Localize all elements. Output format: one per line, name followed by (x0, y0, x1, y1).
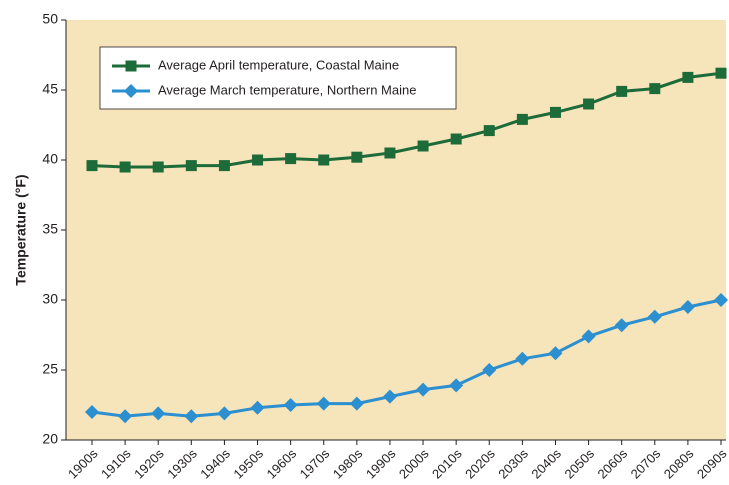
y-tick-label: 35 (42, 221, 58, 237)
marker (252, 154, 264, 166)
x-tick-label: 1950s (230, 446, 266, 482)
marker (125, 60, 137, 72)
marker (218, 160, 230, 172)
marker (581, 329, 596, 344)
marker (382, 389, 397, 404)
x-tick-label: 2040s (528, 446, 564, 482)
marker (250, 400, 265, 415)
marker (283, 398, 298, 412)
marker (185, 160, 197, 172)
marker (416, 382, 431, 397)
marker (351, 151, 363, 163)
marker (449, 378, 464, 393)
marker (318, 154, 330, 166)
marker (417, 140, 429, 152)
x-tick-label: 2080s (661, 446, 697, 482)
marker (549, 106, 561, 118)
marker (483, 125, 495, 137)
x-tick-label: 1980s (330, 446, 366, 482)
y-tick-label: 40 (42, 151, 58, 167)
marker (614, 318, 629, 333)
x-tick-label: 1960s (264, 446, 300, 482)
marker (285, 153, 297, 165)
marker (86, 160, 98, 172)
x-tick-label: 2070s (628, 446, 664, 482)
marker (714, 293, 728, 307)
y-tick-label: 45 (42, 81, 58, 97)
marker (649, 83, 661, 95)
x-tick-label: 1990s (363, 446, 399, 482)
marker (124, 84, 138, 98)
marker (119, 161, 131, 173)
marker (450, 133, 462, 145)
marker (384, 147, 396, 159)
marker (616, 85, 628, 97)
y-tick-label: 20 (42, 431, 58, 447)
x-tick-label: 2030s (495, 446, 531, 482)
x-tick-label: 1910s (98, 446, 134, 482)
marker (583, 98, 595, 110)
marker (515, 351, 530, 366)
marker (647, 309, 662, 324)
x-tick-label: 2060s (595, 446, 631, 482)
y-tick-label: 25 (42, 361, 58, 377)
marker (151, 406, 166, 421)
y-tick-label: 50 (42, 11, 58, 27)
x-tick-label: 2020s (462, 446, 498, 482)
x-tick-label: 1900s (65, 446, 101, 482)
marker (516, 113, 528, 125)
marker (682, 71, 694, 83)
y-axis-label: Temperature (°F) (13, 174, 29, 285)
x-tick-label: 1920s (131, 446, 167, 482)
marker (349, 396, 364, 411)
x-tick-label: 2000s (396, 446, 432, 482)
x-tick-label: 2010s (429, 446, 465, 482)
series-line (91, 71, 722, 169)
marker (118, 409, 133, 424)
marker (85, 405, 99, 419)
marker (152, 161, 164, 173)
marker (184, 409, 199, 424)
marker (548, 346, 563, 361)
x-tick-label: 2050s (561, 446, 597, 482)
x-tick-label: 2090s (694, 446, 729, 482)
y-tick-label: 30 (42, 291, 58, 307)
marker (482, 363, 497, 377)
marker (316, 396, 331, 411)
marker (680, 300, 695, 314)
x-tick-label: 1940s (197, 446, 233, 482)
legend-box (99, 46, 457, 110)
marker (217, 406, 232, 421)
marker (715, 67, 727, 79)
x-tick-label: 1970s (297, 446, 333, 482)
legend-label: Average March temperature, Northern Main… (158, 82, 416, 97)
x-tick-label: 1930s (164, 446, 200, 482)
legend-label: Average April temperature, Coastal Maine (158, 57, 399, 72)
